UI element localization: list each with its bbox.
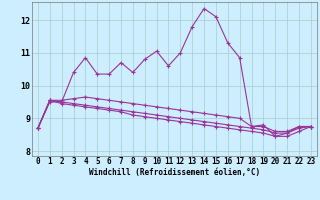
X-axis label: Windchill (Refroidissement éolien,°C): Windchill (Refroidissement éolien,°C)	[89, 168, 260, 177]
